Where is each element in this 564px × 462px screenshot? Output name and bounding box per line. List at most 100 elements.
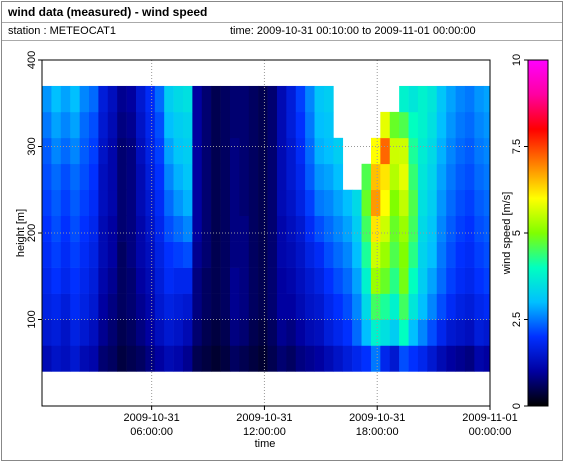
heatmap-cell <box>399 85 409 113</box>
heatmap-cell <box>286 215 297 242</box>
heatmap-cell <box>60 293 71 320</box>
heatmap-cell <box>267 345 278 372</box>
heatmap-cell <box>182 241 193 268</box>
heatmap-cell <box>248 189 259 216</box>
heatmap-cell <box>333 345 344 372</box>
heatmap-cell <box>323 293 334 320</box>
heatmap-cell <box>229 267 240 294</box>
heatmap-cell <box>352 319 362 346</box>
heatmap-cell <box>370 241 381 268</box>
heatmap-cell <box>173 85 184 113</box>
heatmap-cell <box>239 345 250 372</box>
heatmap-cell <box>51 267 62 294</box>
heatmap-cell <box>333 215 344 242</box>
heatmap-cell <box>239 189 250 216</box>
heatmap-cell <box>352 241 362 268</box>
heatmap-cell <box>154 111 165 139</box>
heatmap-cell <box>42 85 52 113</box>
heatmap-cell <box>276 345 287 372</box>
y-tick-label: 300 <box>26 137 38 155</box>
heatmap-cell <box>164 293 174 320</box>
heatmap-cell <box>258 319 268 346</box>
heatmap-cell <box>51 345 62 372</box>
heatmap-cell <box>239 137 250 165</box>
heatmap-cell <box>417 345 428 372</box>
heatmap-cell <box>154 293 165 320</box>
heatmap-cell <box>333 163 344 191</box>
heatmap-cell <box>220 189 231 216</box>
heatmap-cell <box>483 319 490 346</box>
heatmap-cell <box>342 215 353 242</box>
heatmap-cell <box>314 241 325 268</box>
heatmap-cell <box>70 215 80 242</box>
heatmap-cell <box>182 345 193 372</box>
heatmap-cell <box>417 163 428 191</box>
heatmap-cell <box>126 345 137 372</box>
heatmap-cell <box>464 345 475 372</box>
heatmap-cell <box>408 241 419 268</box>
heatmap-cell <box>427 345 438 372</box>
x-axis-label: time <box>255 438 276 450</box>
heatmap-cell <box>417 241 428 268</box>
axes: 100 200 300 400 0 2.5 5 7.5 10 <box>26 51 549 410</box>
heatmap-cell <box>60 163 71 191</box>
heatmap-cell <box>51 319 62 346</box>
heatmap-cell <box>455 137 466 165</box>
heatmap-cell <box>323 215 334 242</box>
heatmap-cell <box>408 345 419 372</box>
heatmap-cell <box>295 111 306 139</box>
heatmap-cell <box>427 241 438 268</box>
heatmap-cell <box>399 319 409 346</box>
heatmap-cell <box>192 267 203 294</box>
heatmap-cell <box>51 215 62 242</box>
heatmap-cell <box>79 111 90 139</box>
heatmap-cell <box>417 319 428 346</box>
heatmap-cell <box>201 215 212 242</box>
heatmap-cell <box>314 163 325 191</box>
heatmap-cell <box>267 163 278 191</box>
heatmap-cell <box>427 267 438 294</box>
heatmap-cell <box>370 189 381 216</box>
chart-title: wind data (measured) - wind speed <box>7 5 207 19</box>
heatmap-cell <box>248 293 259 320</box>
heatmap-cell <box>352 189 362 216</box>
heatmap-cell <box>295 345 306 372</box>
heatmap-cell <box>446 85 456 113</box>
heatmap-cell <box>173 319 184 346</box>
heatmap-cell <box>60 345 71 372</box>
heatmap-cell <box>173 345 184 372</box>
heatmap-cell <box>107 85 118 113</box>
heatmap-cell <box>248 137 259 165</box>
heatmap-cell <box>239 267 250 294</box>
heatmap-cell <box>389 163 400 191</box>
heatmap-cell <box>211 267 221 294</box>
heatmap-cell <box>192 85 203 113</box>
heatmap-cell <box>192 215 203 242</box>
heatmap-cell <box>474 111 485 139</box>
heatmap-cell <box>399 345 409 372</box>
heatmap-cell <box>88 345 99 372</box>
heatmap-cell <box>182 267 193 294</box>
heatmap-cell <box>201 267 212 294</box>
heatmap-cell <box>474 319 485 346</box>
heatmap-cell <box>370 137 381 165</box>
heatmap-cell <box>258 345 268 372</box>
heatmap-cell <box>446 241 456 268</box>
heatmap-cell <box>98 215 109 242</box>
heatmap-cell <box>220 319 231 346</box>
heatmap-cell <box>464 137 475 165</box>
heatmap-cell <box>455 267 466 294</box>
heatmap-cell <box>98 85 109 113</box>
heatmap-cell <box>267 111 278 139</box>
heatmap-cell <box>229 293 240 320</box>
heatmap-cell <box>135 267 146 294</box>
heatmap-cell <box>408 163 419 191</box>
heatmap-cell <box>276 215 287 242</box>
station-label: station : METEOCAT1 <box>8 25 116 37</box>
heatmap-cell <box>239 241 250 268</box>
heatmap-cell <box>417 189 428 216</box>
heatmap-cell <box>389 189 400 216</box>
heatmap-cell <box>370 319 381 346</box>
heatmap-cell <box>483 163 490 191</box>
heatmap-cell <box>117 293 127 320</box>
